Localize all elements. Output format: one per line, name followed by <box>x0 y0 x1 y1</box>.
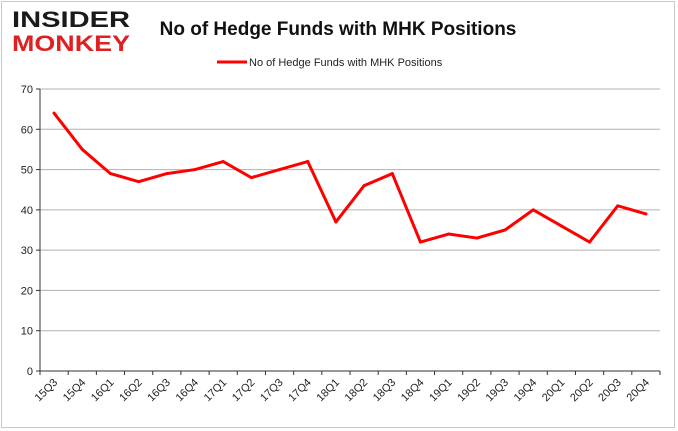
x-tick-label: 20Q3 <box>596 377 624 405</box>
x-tick-label: 16Q2 <box>117 377 145 405</box>
x-tick-label: 15Q4 <box>61 377 89 405</box>
logo-line-2: MONKEY <box>12 31 130 56</box>
series-line <box>52 111 648 244</box>
data-point <box>221 160 225 164</box>
data-point <box>137 180 141 184</box>
x-tick-label: 18Q3 <box>371 377 399 405</box>
legend-label: No of Hedge Funds with MHK Positions <box>249 57 443 69</box>
data-point <box>52 111 56 115</box>
data-point <box>475 236 479 240</box>
y-tick-label: 20 <box>21 285 33 297</box>
data-point <box>588 240 592 244</box>
y-tick-label: 50 <box>21 165 33 177</box>
y-tick-label: 10 <box>21 326 33 338</box>
data-point <box>334 220 338 224</box>
x-tick-label: 17Q3 <box>258 377 286 405</box>
x-tick-label: 16Q3 <box>145 377 173 405</box>
data-point <box>616 204 620 208</box>
x-tick-label: 16Q1 <box>89 377 117 405</box>
data-point <box>80 147 84 151</box>
data-point <box>503 228 507 232</box>
x-tick-label: 19Q2 <box>455 377 483 405</box>
x-tick-label: 18Q1 <box>315 377 343 405</box>
data-point <box>418 240 422 244</box>
data-point <box>108 172 112 176</box>
data-point <box>531 208 535 212</box>
legend: No of Hedge Funds with MHK Positions <box>217 57 443 69</box>
data-point <box>390 172 394 176</box>
x-tick-label: 19Q3 <box>484 377 512 405</box>
y-tick-label: 40 <box>21 205 33 217</box>
data-point <box>278 168 282 172</box>
y-tick-label: 60 <box>21 124 33 136</box>
x-tick-label: 20Q1 <box>540 377 568 405</box>
x-tick-label: 17Q1 <box>202 377 230 405</box>
x-tick-label: 15Q3 <box>33 377 61 405</box>
data-point <box>559 224 563 228</box>
x-tick-label: 18Q2 <box>343 377 371 405</box>
data-point <box>644 212 648 216</box>
data-point <box>306 160 310 164</box>
y-tick-label: 30 <box>21 245 33 257</box>
x-tick-label: 16Q4 <box>174 377 202 405</box>
x-tick-label: 20Q4 <box>625 377 653 405</box>
data-point <box>249 176 253 180</box>
data-point <box>165 172 169 176</box>
data-point <box>193 168 197 172</box>
x-tick-label: 19Q4 <box>512 377 540 405</box>
data-point <box>362 184 366 188</box>
y-tick-label: 0 <box>27 366 33 378</box>
x-tick-label: 17Q2 <box>230 377 258 405</box>
data-point <box>447 232 451 236</box>
x-tick-label: 17Q4 <box>286 377 314 405</box>
chart-title: No of Hedge Funds with MHK Positions <box>160 19 517 40</box>
x-tick-label: 20Q2 <box>568 377 596 405</box>
insider-monkey-logo: INSIDER MONKEY <box>12 7 130 56</box>
logo-line-1: INSIDER <box>12 7 130 32</box>
y-tick-label: 70 <box>21 84 33 96</box>
x-tick-label: 19Q1 <box>427 377 455 405</box>
x-tick-label: 18Q4 <box>399 377 427 405</box>
